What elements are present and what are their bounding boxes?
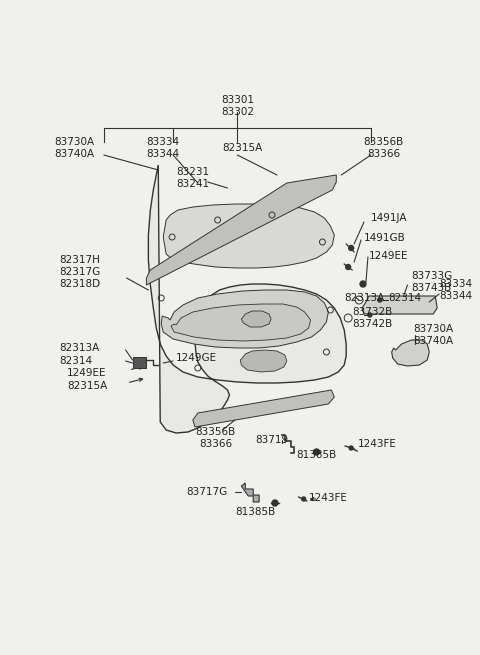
Circle shape [346,265,351,269]
Text: 1249EE: 1249EE [369,251,408,261]
Polygon shape [132,357,146,368]
Circle shape [349,446,353,450]
Polygon shape [146,175,336,285]
Text: 83356B
83366: 83356B 83366 [195,427,236,449]
Text: 1243FE: 1243FE [309,493,348,503]
Text: 1249EE: 1249EE [67,368,107,378]
Polygon shape [240,350,287,372]
Text: 82314: 82314 [389,293,422,303]
Text: 81385B: 81385B [297,450,337,460]
Text: 1249GE: 1249GE [176,353,217,363]
Polygon shape [148,165,346,433]
Text: 83334
83344: 83334 83344 [439,279,472,301]
Text: 83732B
83742B: 83732B 83742B [352,307,392,329]
Polygon shape [362,296,437,314]
Polygon shape [161,290,328,348]
Text: 1243FE: 1243FE [358,439,397,449]
Text: 82313A: 82313A [344,293,384,303]
Text: 1491JA: 1491JA [371,213,408,223]
Circle shape [360,281,366,287]
Text: 83301
83302: 83301 83302 [221,95,254,117]
Text: 82315A: 82315A [222,143,263,153]
Polygon shape [241,483,259,502]
Text: 83231
83241: 83231 83241 [176,167,209,189]
Text: 83717G: 83717G [186,487,227,497]
Text: 82314: 82314 [60,356,93,366]
Text: 83334
83344: 83334 83344 [147,137,180,159]
Circle shape [378,298,382,302]
Text: 1491GB: 1491GB [364,233,406,243]
Text: 82315A: 82315A [67,381,108,391]
Circle shape [313,449,320,455]
Polygon shape [193,390,335,427]
Circle shape [301,497,306,501]
Circle shape [348,246,354,250]
Text: 81385B: 81385B [235,507,276,517]
Text: 83730A
83740A: 83730A 83740A [413,324,454,346]
Polygon shape [241,311,271,327]
Text: 83730A
83740A: 83730A 83740A [54,137,94,159]
Circle shape [368,313,372,317]
Polygon shape [392,340,429,366]
Circle shape [272,500,278,506]
Text: 83719: 83719 [255,435,288,445]
Text: 83356B
83366: 83356B 83366 [364,137,404,159]
Text: 82313A: 82313A [60,343,99,353]
Polygon shape [171,304,311,341]
Polygon shape [163,204,335,268]
Text: 82317H
82317G
82318D: 82317H 82317G 82318D [60,255,101,289]
Text: 83733G
83743B: 83733G 83743B [411,271,453,293]
